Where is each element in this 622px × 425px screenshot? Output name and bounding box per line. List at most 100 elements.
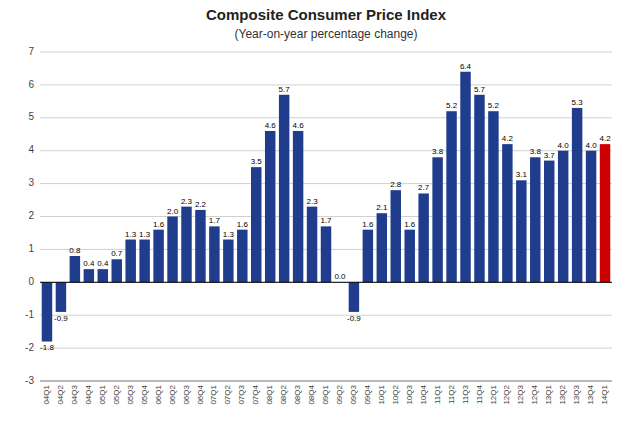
bar [195, 210, 205, 282]
y-tick-label: 6 [28, 79, 34, 90]
x-tick-label: 12Q2 [502, 384, 511, 404]
bar [502, 144, 512, 282]
bar [558, 151, 568, 283]
x-tick-label: 09Q3 [349, 384, 358, 404]
data-label: 2.0 [167, 207, 179, 216]
data-label: 1.3 [223, 230, 235, 239]
data-label: -0.9 [54, 314, 68, 323]
data-label: 4.6 [293, 121, 305, 130]
bar [139, 240, 149, 283]
bar [432, 157, 442, 282]
bar [181, 207, 191, 283]
x-tick-label: 11Q4 [475, 384, 484, 404]
x-tick-label: 13Q1 [544, 384, 553, 404]
grid-line [40, 381, 612, 382]
bar [363, 230, 373, 283]
bar [349, 282, 359, 312]
bar [209, 226, 219, 282]
bar [167, 217, 177, 283]
data-label: 4.0 [586, 141, 598, 150]
x-tick-label: 10Q3 [405, 384, 414, 404]
data-label: 0.7 [111, 249, 123, 258]
data-label: 2.1 [376, 203, 388, 212]
x-tick-label: 05Q2 [112, 384, 121, 404]
x-tick-label: 06Q3 [182, 384, 191, 404]
bar [530, 157, 540, 282]
data-label: 0.4 [83, 259, 95, 268]
bar [70, 256, 80, 282]
grid-line [40, 282, 612, 283]
x-tick-label: 05Q1 [98, 384, 107, 404]
x-axis: 04Q104Q204Q304Q405Q105Q205Q305Q406Q106Q2… [42, 384, 609, 404]
data-label: 1.6 [237, 220, 249, 229]
x-tick-label: 07Q1 [209, 384, 218, 404]
y-tick-label: 7 [28, 46, 34, 57]
bar [279, 95, 289, 283]
bar [125, 240, 135, 283]
bar [321, 226, 331, 282]
bar [391, 190, 401, 282]
chart-container: Composite Consumer Price Index (Year-on-y… [0, 0, 622, 425]
bar [418, 193, 428, 282]
x-tick-label: 08Q2 [279, 384, 288, 404]
x-tick-label: 06Q2 [168, 384, 177, 404]
bar [474, 95, 484, 283]
x-tick-label: 06Q4 [196, 384, 205, 404]
x-tick-label: 13Q3 [572, 384, 581, 404]
data-label: 1.6 [153, 220, 165, 229]
bar [42, 282, 52, 341]
y-tick-label: 1 [28, 243, 34, 254]
zero-line [40, 282, 612, 283]
x-tick-label: 11Q1 [433, 384, 442, 404]
x-tick-label: 06Q1 [154, 384, 163, 404]
data-label: 0.4 [97, 259, 109, 268]
bar [488, 111, 498, 282]
data-labels: -1.8-0.90.80.40.40.71.31.31.62.02.32.21.… [40, 62, 611, 352]
bar [307, 207, 317, 283]
x-tick-label: 13Q2 [558, 384, 567, 404]
data-label: 3.1 [516, 170, 528, 179]
y-tick-label: 0 [28, 276, 34, 287]
data-label: 5.7 [474, 85, 486, 94]
bar [153, 230, 163, 283]
bar [544, 161, 554, 283]
data-label: 1.3 [139, 230, 151, 239]
data-label: 5.2 [488, 101, 500, 110]
data-label: 4.6 [265, 121, 277, 130]
y-tick-label: -3 [25, 375, 34, 386]
bar [293, 131, 303, 282]
title: Composite Consumer Price Index [206, 6, 447, 23]
y-tick-label: 3 [28, 177, 34, 188]
x-tick-label: 09Q4 [363, 384, 372, 404]
data-label: -0.9 [347, 314, 361, 323]
bar [223, 240, 233, 283]
bar [56, 282, 66, 312]
x-tick-label: 09Q2 [335, 384, 344, 404]
x-tick-label: 14Q1 [600, 384, 609, 404]
x-tick-label: 10Q1 [377, 384, 386, 404]
data-label: 2.7 [418, 183, 430, 192]
y-tick-label: 5 [28, 111, 34, 122]
bar [460, 72, 470, 283]
bar [84, 269, 94, 282]
x-tick-label: 07Q3 [237, 384, 246, 404]
data-label: 5.3 [572, 98, 584, 107]
bars [42, 72, 611, 342]
data-label: 1.6 [404, 220, 416, 229]
x-tick-label: 07Q4 [251, 384, 260, 404]
grid-line [40, 84, 612, 85]
y-tick-label: 2 [28, 210, 34, 221]
y-axis: -3-2-101234567 [25, 46, 612, 386]
bar [404, 230, 414, 283]
data-label: 1.7 [209, 216, 221, 225]
bar [265, 131, 275, 282]
data-label: 3.5 [251, 157, 263, 166]
x-tick-label: 04Q4 [84, 384, 93, 404]
x-tick-label: 11Q2 [447, 384, 456, 404]
grid-line [40, 52, 612, 53]
bar [572, 108, 582, 282]
data-label: 5.7 [279, 85, 291, 94]
subtitle: (Year-on-year percentage change) [234, 27, 417, 41]
data-label: 2.3 [306, 197, 318, 206]
x-tick-label: 11Q3 [461, 384, 470, 404]
